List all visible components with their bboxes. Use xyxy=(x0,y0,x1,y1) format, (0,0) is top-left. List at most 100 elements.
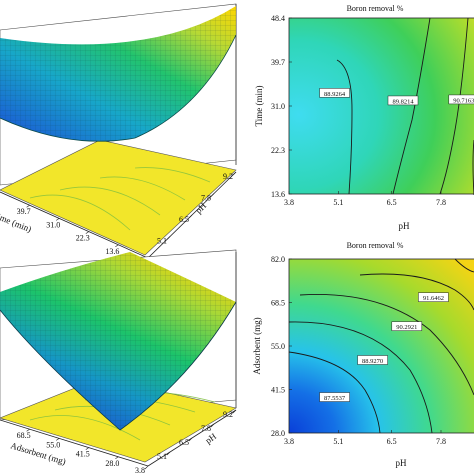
tick-label: 68.5 xyxy=(271,299,285,308)
surface-front-edge xyxy=(0,34,237,142)
tick-mark xyxy=(232,409,237,414)
tick-label: 7.8 xyxy=(201,424,211,433)
axis-xlabel: pH xyxy=(399,221,411,231)
tick-label: 3.8 xyxy=(284,437,294,446)
tick-label: 48.4 xyxy=(271,14,285,23)
contour-label-box xyxy=(387,95,419,106)
tick-label: 68.5 xyxy=(17,431,31,440)
tick-mark xyxy=(115,244,119,248)
contour-area xyxy=(288,258,474,434)
surface-front-edge xyxy=(0,301,237,431)
tick-label: 22.3 xyxy=(271,146,285,155)
tick-label: 6.5 xyxy=(387,437,397,446)
contour-label-box xyxy=(391,321,423,331)
response-surface-mesh xyxy=(0,252,236,430)
tick-label: 82.0 xyxy=(271,255,285,264)
contour-label-text: 88.9264 xyxy=(324,91,346,98)
contour-label: 90.2921 xyxy=(391,321,423,331)
chart-title: Boron removal % xyxy=(347,4,404,13)
tick-label: 6.5 xyxy=(179,438,189,447)
response-surface-mesh xyxy=(0,6,236,142)
contour-label: 88.9264 xyxy=(319,88,350,98)
axis-adsorbent-ticks: 28.0 41.5 55.0 68.5 82.0 xyxy=(271,255,292,438)
tick-mark xyxy=(85,447,89,450)
axis-ph-ticks: 3.8 5.1 6.5 7.8 xyxy=(284,191,446,207)
tick-label: 55.0 xyxy=(46,440,60,449)
contour-label-box xyxy=(357,355,388,365)
tick-mark xyxy=(26,428,30,432)
contour-label-text: 89.8214 xyxy=(392,98,414,105)
axis-xlabel: pH xyxy=(203,431,218,446)
tick-label: 55.0 xyxy=(271,342,285,351)
floor-contour-lines xyxy=(29,167,211,231)
contour-label: 87.5537 xyxy=(319,392,350,402)
tick-label: 9.2 xyxy=(223,410,233,419)
contour-label-text: 87.5537 xyxy=(324,395,346,402)
tick-label: 41.5 xyxy=(271,386,285,395)
contour-area xyxy=(288,17,474,195)
tick-label: 9.2 xyxy=(223,172,233,181)
contour-lines xyxy=(288,258,474,434)
contour-labels: 87.5537 88.9270 90.2921 91.6462 xyxy=(319,292,449,402)
tick-mark xyxy=(56,218,60,221)
contour-plot-time-ph: Boron removal % 88.9264 89.8214 90.7163 3.… xyxy=(254,4,474,231)
tick-mark xyxy=(188,214,193,219)
tick-label: 5.1 xyxy=(333,437,343,446)
tick-mark xyxy=(232,171,237,176)
tick-mark xyxy=(115,456,119,460)
axis-xlabel: pH xyxy=(396,458,408,468)
contour-label: 89.8214 xyxy=(387,95,419,106)
axis-time-ticks: 13.6 22.3 31.0 39.7 48.4 xyxy=(271,14,292,199)
tick-label: 41.5 xyxy=(76,450,90,459)
contour-label-box xyxy=(448,94,474,105)
axis-ylabel: Adsorbent (mg) xyxy=(252,317,262,374)
tick-label: 13.6 xyxy=(271,190,285,199)
tick-mark xyxy=(26,204,30,208)
contour-label-text: 88.9270 xyxy=(362,358,383,365)
tick-label: 7.8 xyxy=(436,437,446,446)
axis-adsorbent-line xyxy=(0,419,149,467)
tick-label: 39.7 xyxy=(17,207,31,216)
tick-mark xyxy=(166,451,171,456)
tick-mark xyxy=(210,423,215,428)
contour-label: 90.7163 xyxy=(448,94,474,105)
contour-label-text: 90.7163 xyxy=(453,97,474,104)
tick-label: 5.1 xyxy=(157,237,167,246)
tick-mark xyxy=(85,231,89,234)
surface-floor xyxy=(0,139,237,256)
axis-ph-ticks: 3.8 5.1 6.5 7.8 9.2 xyxy=(135,409,237,474)
tick-label: 6.5 xyxy=(179,215,189,224)
tick-mark xyxy=(166,236,171,240)
axis-time-line xyxy=(0,191,149,259)
tick-mark xyxy=(144,465,149,470)
tick-mark xyxy=(188,437,193,442)
tick-label: 5.1 xyxy=(157,452,167,461)
tick-label: 28.0 xyxy=(105,459,119,468)
axis-ph-ticks: 3.8 5.1 6.5 7.8 xyxy=(284,430,446,446)
axis-time-ticks: 13.6 22.3 31.0 39.7 xyxy=(17,204,119,256)
tick-label: 7.8 xyxy=(201,194,211,203)
tick-mark xyxy=(56,438,60,441)
tick-label: 3.8 xyxy=(135,466,145,474)
tick-label: 3.8 xyxy=(284,198,294,207)
tick-label: 5.1 xyxy=(333,198,343,207)
contour-label: 88.9270 xyxy=(357,355,388,365)
contour-label-text: 91.6462 xyxy=(423,295,444,302)
contour-label-box xyxy=(319,88,350,98)
tick-label: 22.3 xyxy=(76,234,90,243)
tick-mark xyxy=(210,193,215,197)
contour-label-box xyxy=(319,392,350,402)
contour-plot-adsorbent-ph: Boron removal % 87.5537 88.9270 90.2921 91.… xyxy=(252,241,474,468)
contour-label-text: 90.2921 xyxy=(396,324,417,331)
tick-label: 31.0 xyxy=(271,102,285,111)
tick-label: 13.6 xyxy=(105,247,119,256)
chart-title: Boron removal % xyxy=(347,241,404,250)
tick-label: 31.0 xyxy=(46,220,60,229)
contour-label-box xyxy=(418,292,449,302)
tick-label: 7.8 xyxy=(436,198,446,207)
axis-ylabel: Time (min) xyxy=(254,86,264,127)
surface-plot-time-ph: 13.622.331.039.7 3.85.16.57.89.2 Time (m… xyxy=(0,3,237,267)
contour-labels: 88.9264 89.8214 90.7163 xyxy=(319,88,474,106)
axis-adsorbent-ticks: 28.0 41.5 55.0 68.5 xyxy=(17,428,119,468)
